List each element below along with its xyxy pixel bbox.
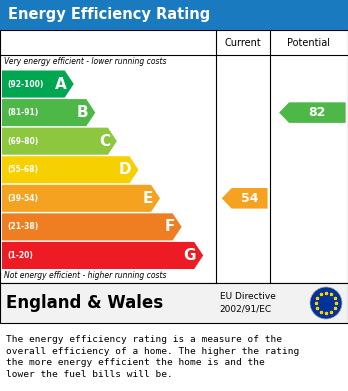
Text: (39-54): (39-54): [7, 194, 38, 203]
Bar: [0, 0, 348, 30]
Polygon shape: [2, 99, 95, 126]
Text: (55-68): (55-68): [7, 165, 38, 174]
Text: (1-20): (1-20): [7, 251, 33, 260]
Polygon shape: [2, 242, 203, 269]
Text: Potential: Potential: [287, 38, 330, 47]
Text: (92-100): (92-100): [7, 79, 44, 88]
Text: Energy Efficiency Rating: Energy Efficiency Rating: [8, 7, 210, 23]
Text: Not energy efficient - higher running costs: Not energy efficient - higher running co…: [4, 271, 166, 280]
Polygon shape: [2, 127, 117, 155]
Polygon shape: [279, 102, 346, 123]
Polygon shape: [2, 70, 74, 98]
Text: 82: 82: [309, 106, 326, 119]
Text: E: E: [143, 191, 153, 206]
Text: 54: 54: [241, 192, 258, 205]
Text: Current: Current: [224, 38, 261, 47]
Text: (81-91): (81-91): [7, 108, 38, 117]
Text: (21-38): (21-38): [7, 222, 38, 231]
Polygon shape: [2, 213, 182, 240]
Text: Very energy efficient - lower running costs: Very energy efficient - lower running co…: [4, 57, 166, 66]
Text: The energy efficiency rating is a measure of the
overall efficiency of a home. T: The energy efficiency rating is a measur…: [6, 335, 299, 379]
Polygon shape: [2, 156, 139, 183]
Text: F: F: [164, 219, 175, 234]
Text: G: G: [184, 248, 196, 263]
Bar: [0, 30, 348, 283]
Circle shape: [310, 287, 342, 319]
Text: C: C: [99, 134, 110, 149]
Text: EU Directive: EU Directive: [220, 292, 276, 301]
Text: A: A: [55, 77, 67, 91]
Polygon shape: [2, 185, 160, 212]
Text: D: D: [119, 162, 132, 177]
Text: (69-80): (69-80): [7, 137, 38, 146]
Text: England & Wales: England & Wales: [6, 294, 163, 312]
Bar: [0, 283, 348, 323]
Text: B: B: [77, 105, 88, 120]
Polygon shape: [222, 188, 268, 209]
Text: 2002/91/EC: 2002/91/EC: [220, 305, 272, 314]
